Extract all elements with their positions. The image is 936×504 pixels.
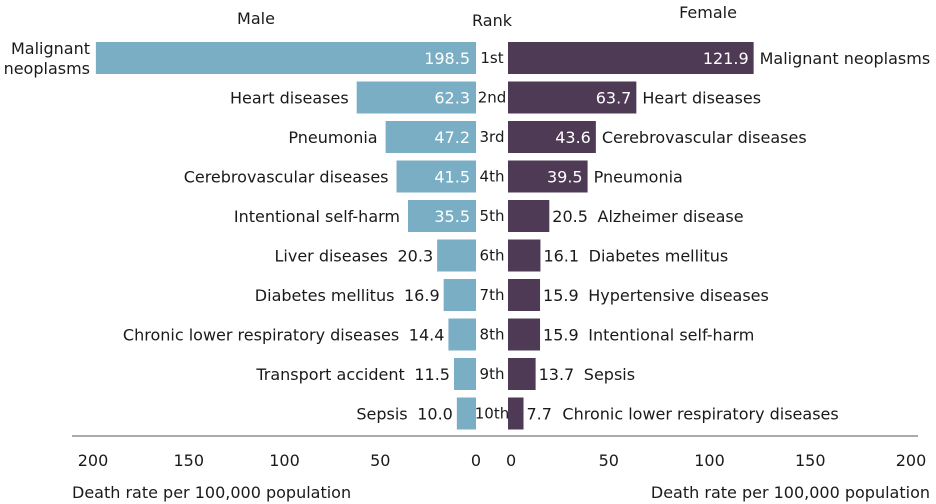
female-x-tick-label: 150 (795, 451, 826, 470)
male-value-label: 11.5 (414, 365, 450, 384)
female-category-label: Cerebrovascular diseases (602, 128, 807, 147)
male-value-label: 47.2 (434, 128, 470, 147)
rank-label: 8th (480, 326, 505, 344)
male-category-label: Chronic lower respiratory diseases (123, 326, 399, 345)
female-x-axis-label: Death rate per 100,000 population (651, 483, 930, 502)
female-value-label: 20.5 (552, 207, 588, 226)
female-x-tick-label: 50 (599, 451, 619, 470)
male-category-label: Intentional self-harm (234, 207, 400, 226)
male-bar (408, 200, 476, 232)
female-category-label: Malignant neoplasms (760, 49, 931, 68)
male-category-label: Pneumonia (288, 128, 377, 147)
female-bar (508, 81, 637, 114)
male-category-label: Cerebrovascular diseases (184, 168, 389, 187)
rank-label: 7th (480, 286, 505, 304)
male-x-tick-label: 50 (370, 451, 390, 470)
male-value-label: 10.0 (417, 405, 453, 424)
rank-label: 5th (480, 207, 505, 225)
male-bar (443, 279, 476, 311)
female-value-label: 39.5 (547, 168, 583, 187)
female-x-tick-label: 100 (694, 451, 725, 470)
male-bar (437, 239, 476, 272)
female-category-label: Alzheimer disease (598, 207, 744, 226)
male-value-label: 62.3 (434, 89, 470, 108)
rank-label: 10th (475, 405, 509, 423)
male-bar (396, 160, 476, 193)
male-value-label: 14.4 (409, 326, 445, 345)
male-x-tick-label: 0 (471, 451, 481, 470)
rank-label: 2nd (478, 89, 507, 107)
female-x-tick-label: 0 (506, 451, 516, 470)
female-value-label: 15.9 (543, 326, 579, 345)
male-bar (453, 358, 476, 390)
male-category-label: Sepsis (356, 405, 407, 424)
female-bar (508, 160, 588, 193)
female-value-label: 16.1 (543, 247, 579, 266)
male-category-label: Heart diseases (230, 89, 349, 108)
rank-label: 9th (480, 365, 505, 383)
male-bar (448, 318, 476, 351)
female-bar (508, 397, 524, 430)
male-category-label: neoplasms (4, 59, 90, 78)
female-category-label: Diabetes mellitus (589, 247, 729, 266)
female-category-label: Hypertensive diseases (588, 286, 769, 305)
female-category-label: Chronic lower respiratory diseases (562, 405, 838, 424)
female-category-label: Sepsis (584, 365, 635, 384)
male-bar (456, 397, 476, 430)
male-bar (385, 121, 476, 153)
male-x-tick-label: 200 (78, 451, 109, 470)
male-value-label: 35.5 (434, 207, 470, 226)
male-category-label: Diabetes mellitus (255, 286, 395, 305)
female-value-label: 15.9 (543, 286, 579, 305)
female-bar (508, 239, 541, 272)
female-bar (508, 121, 596, 153)
rank-column-title: Rank (472, 11, 513, 30)
rank-label: 1st (480, 49, 503, 67)
female-category-label: Pneumonia (594, 168, 683, 187)
female-bar (508, 358, 536, 390)
female-value-label: 43.6 (555, 128, 591, 147)
male-bar (95, 42, 476, 74)
female-value-label: 121.9 (703, 49, 749, 68)
male-x-tick-label: 150 (173, 451, 204, 470)
female-value-label: 63.7 (596, 89, 632, 108)
female-value-label: 13.7 (539, 365, 575, 384)
rank-label: 4th (480, 168, 505, 186)
female-category-label: Heart diseases (642, 89, 761, 108)
male-x-axis-label: Death rate per 100,000 population (72, 483, 351, 502)
female-category-label: Intentional self-harm (588, 326, 754, 345)
rank-label: 3rd (480, 128, 505, 146)
female-x-tick-label: 200 (896, 451, 927, 470)
male-category-label: Malignant (11, 39, 90, 58)
male-x-tick-label: 100 (269, 451, 300, 470)
female-bar (508, 318, 541, 351)
male-value-label: 41.5 (434, 168, 470, 187)
female-bar (508, 279, 541, 311)
female-bar (508, 42, 754, 74)
female-panel-title: Female (679, 3, 737, 22)
male-panel-title: Male (237, 9, 275, 28)
male-value-label: 198.5 (424, 49, 470, 68)
male-value-label: 20.3 (398, 247, 434, 266)
male-bar (356, 81, 476, 114)
female-value-label: 7.7 (527, 405, 552, 424)
female-bar (508, 200, 550, 232)
rank-label: 6th (480, 247, 505, 265)
male-value-label: 16.9 (404, 286, 440, 305)
male-category-label: Transport accident (255, 365, 404, 384)
male-category-label: Liver diseases (274, 247, 387, 266)
